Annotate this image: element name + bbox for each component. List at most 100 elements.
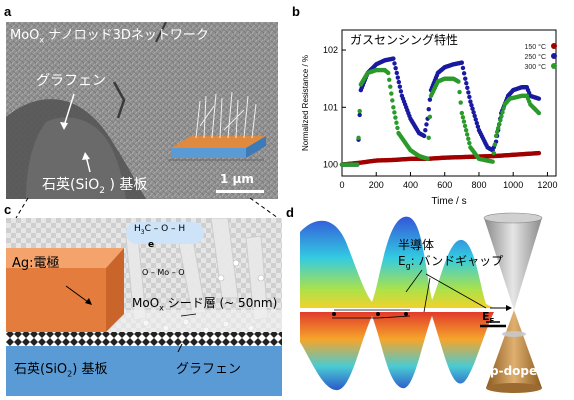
data-point	[462, 123, 468, 129]
data-point	[473, 117, 478, 122]
data-point	[386, 70, 391, 76]
fermi-level-label: EF	[482, 310, 495, 326]
data-point	[421, 133, 427, 139]
data-point	[390, 98, 395, 103]
data-point	[467, 140, 472, 146]
device-inset-icon	[168, 91, 266, 161]
gas-sensing-chart-panel: 0 200 400 600 800 1000 1200 100 101 102 Time / s No…	[294, 22, 570, 212]
x-tick-label: 400	[403, 180, 418, 190]
data-point	[357, 108, 362, 114]
data-point	[394, 70, 399, 76]
electrode-label: Ag:電極	[12, 256, 60, 271]
data-point	[423, 127, 428, 133]
data-point	[464, 81, 469, 86]
data-point	[424, 122, 429, 127]
device-schematic	[6, 218, 282, 396]
molecule-cloud	[126, 222, 204, 244]
data-point	[471, 110, 476, 115]
chart-title: ガスセンシング特性	[350, 32, 458, 47]
y-axis-label: Normalized Resistance / %	[301, 55, 310, 151]
data-point	[463, 76, 468, 81]
y-tick-label: 100	[323, 160, 338, 170]
data-point	[497, 121, 502, 127]
legend-entry: 250 °C	[525, 53, 546, 61]
data-point	[393, 65, 398, 71]
data-point	[465, 85, 470, 91]
data-point	[468, 99, 473, 104]
device-schematic-panel: H3C – O – H e O – Mo – O Ag:電極 MoOx シード層…	[6, 218, 282, 396]
data-point	[389, 91, 394, 96]
x-tick-label: 0	[339, 180, 344, 190]
legend-entry: 150 °C	[525, 43, 546, 51]
x-tick-label: 1000	[503, 180, 523, 190]
data-point	[460, 115, 466, 120]
graphene-label: グラフェン	[36, 73, 106, 89]
data-point	[491, 150, 496, 156]
data-point	[500, 110, 505, 115]
data-point	[467, 94, 472, 100]
data-point	[493, 133, 499, 139]
series-2	[339, 67, 542, 167]
data-point	[496, 125, 501, 131]
data-point	[472, 113, 477, 119]
panel-c-label: c	[4, 202, 12, 217]
data-point	[356, 135, 361, 141]
panel-d-label: d	[286, 205, 294, 220]
scale-bar	[216, 190, 264, 193]
data-point	[536, 150, 542, 156]
graphene-c-label: グラフェン	[176, 362, 242, 377]
data-point	[459, 60, 465, 65]
data-point	[396, 79, 402, 85]
p-doped-label: p-doped	[490, 364, 546, 378]
data-point	[536, 110, 542, 116]
panel-b-label: b	[292, 4, 300, 19]
electron-symbol: e	[148, 240, 155, 250]
x-tick-label: 1200	[537, 180, 557, 190]
data-point	[456, 79, 461, 84]
data-point	[425, 156, 430, 162]
panel-a-label: a	[4, 4, 12, 19]
connector-lines	[15, 197, 279, 219]
legend-marker	[551, 43, 557, 49]
data-point	[393, 115, 398, 120]
data-point	[466, 90, 471, 95]
data-point	[498, 117, 503, 123]
data-point	[466, 136, 471, 141]
data-point	[501, 106, 506, 111]
data-point	[470, 106, 475, 111]
data-point	[492, 142, 498, 147]
gas-sensing-chart: 0 200 400 600 800 1000 1200 100 101 102 Time / s No…	[301, 29, 557, 207]
legend-marker	[551, 63, 557, 69]
data-point	[387, 77, 392, 83]
data-point	[474, 120, 480, 126]
bandgap-label: Eg: バンドギャップ	[398, 254, 504, 271]
data-point	[469, 102, 474, 108]
data-point	[392, 61, 397, 66]
data-point	[464, 132, 470, 137]
data-point	[398, 89, 404, 94]
data-point	[457, 89, 462, 95]
data-point	[427, 97, 433, 102]
data-point	[490, 159, 495, 164]
data-point	[461, 71, 467, 76]
data-point	[395, 75, 401, 80]
x-axis-label: Time / s	[431, 196, 466, 207]
data-point	[394, 120, 399, 125]
band-structure-diagram	[300, 212, 543, 393]
data-point	[355, 162, 360, 167]
y-tick-label: 102	[323, 45, 338, 55]
plot-area	[341, 29, 557, 177]
data-point	[460, 65, 466, 71]
data-point	[536, 96, 542, 101]
data-point	[458, 100, 463, 105]
moo-formula: O – Mo – O	[142, 268, 185, 277]
sem-image	[6, 22, 278, 199]
semiconductor-label: 半導体	[398, 238, 435, 252]
legend-marker	[551, 53, 557, 59]
legend-entry: 300 °C	[525, 63, 546, 71]
data-point	[392, 110, 397, 115]
data-point	[494, 129, 500, 135]
data-point	[391, 56, 396, 61]
x-tick-label: 600	[437, 180, 452, 190]
substrate-label: 石英(SiO2 ) 基板	[42, 177, 148, 196]
